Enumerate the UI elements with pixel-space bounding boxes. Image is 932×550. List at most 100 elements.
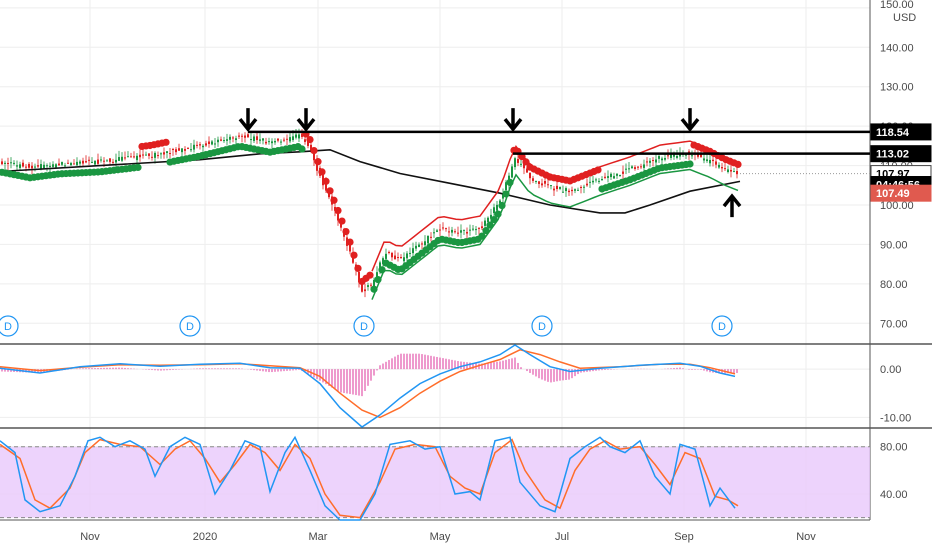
candle-body: [607, 176, 609, 178]
candle-body: [622, 171, 624, 174]
candle-body: [610, 173, 612, 178]
candle-body: [112, 161, 114, 163]
candle-body: [481, 226, 483, 229]
candle-body: [151, 156, 153, 158]
candle-body: [655, 159, 657, 163]
trend-stop-dot: [314, 158, 322, 166]
stochastic-band: [0, 446, 870, 518]
candle-body: [505, 182, 507, 190]
candle-body: [379, 262, 381, 269]
candle-body: [301, 133, 303, 137]
candle-body: [715, 161, 717, 165]
trend-stop-dot: [350, 251, 358, 259]
down-arrow-icon: [238, 108, 258, 132]
candle-body: [232, 137, 234, 139]
svg-text:D: D: [4, 321, 12, 333]
candle-body: [424, 241, 426, 246]
candle-body: [295, 134, 297, 138]
candle-body: [466, 231, 468, 234]
candle-body: [370, 284, 372, 286]
candle-body: [28, 163, 30, 168]
time-tick-label: Mar: [309, 531, 328, 543]
candle-body: [433, 232, 435, 234]
stochastic-tick-label: 40.00: [880, 489, 908, 501]
candle-body: [478, 227, 480, 229]
candle-body: [58, 163, 60, 166]
dividend-marker: D: [711, 315, 733, 337]
candle-body: [4, 162, 6, 164]
trend-stop-dot: [342, 227, 350, 236]
candle-body: [676, 155, 678, 158]
candle-body: [460, 230, 462, 233]
candle-body: [88, 159, 90, 161]
candle-body: [46, 165, 48, 167]
trend-stop-dot: [366, 271, 374, 279]
candle-body: [463, 229, 465, 231]
candle-body: [412, 248, 414, 254]
dividend-marker: D: [179, 315, 201, 337]
candle-body: [13, 162, 15, 164]
candle-body: [544, 181, 546, 184]
candle-body: [706, 159, 708, 162]
candle-body: [709, 159, 711, 164]
candle-body: [472, 228, 474, 230]
candle-body: [574, 189, 576, 191]
candle-body: [223, 140, 225, 142]
down-arrow-icon: [503, 108, 523, 132]
candle-body: [535, 180, 537, 182]
up-arrow-icon: [722, 193, 742, 218]
candle-body: [256, 136, 258, 141]
candle-body: [685, 154, 687, 156]
candle-body: [73, 163, 75, 165]
trend-stop-dot: [346, 238, 354, 246]
candle-body: [109, 158, 111, 162]
candle-body: [43, 164, 45, 169]
time-tick-label: 2020: [193, 531, 217, 543]
candle-body: [475, 229, 477, 231]
candle-body: [421, 243, 423, 245]
candle-body: [568, 190, 570, 193]
stochastic-k-line: [0, 435, 736, 521]
candle-body: [79, 161, 81, 164]
trend-stop-dot: [322, 177, 330, 185]
candle-body: [31, 165, 33, 169]
candle-body: [274, 140, 276, 143]
candle-body: [19, 164, 21, 168]
candle-body: [427, 235, 429, 244]
candle-body: [403, 257, 405, 262]
candle-body: [592, 180, 594, 183]
candle-body: [442, 227, 444, 229]
candle-body: [640, 166, 642, 168]
candle-body: [658, 156, 660, 159]
candle-body: [730, 169, 732, 172]
candle-body: [253, 136, 255, 141]
candle-body: [523, 163, 525, 169]
candle-body: [85, 161, 87, 163]
candle-body: [418, 244, 420, 247]
candle-body: [493, 207, 495, 214]
candle-body: [340, 222, 342, 228]
candle-body: [193, 144, 195, 150]
candle-body: [496, 204, 498, 211]
price-tick-label: 130.00: [880, 82, 914, 94]
candle-body: [646, 161, 648, 163]
svg-text:107.49: 107.49: [876, 188, 910, 200]
candle-body: [415, 245, 417, 249]
candle-body: [697, 153, 699, 157]
candle-body: [526, 168, 528, 173]
candle-body: [520, 163, 522, 165]
candle-body: [280, 141, 282, 143]
trend-stop-dot: [326, 187, 334, 195]
candle-body: [628, 168, 630, 170]
candle-body: [598, 180, 600, 182]
trend-stop-dot: [522, 158, 530, 166]
candle-body: [448, 231, 450, 233]
price-tick-label: 70.00: [880, 318, 908, 330]
candle-body: [451, 229, 453, 233]
candle-body: [538, 181, 540, 184]
candle-body: [139, 154, 141, 158]
candle-body: [400, 256, 402, 259]
candle-body: [457, 232, 459, 234]
